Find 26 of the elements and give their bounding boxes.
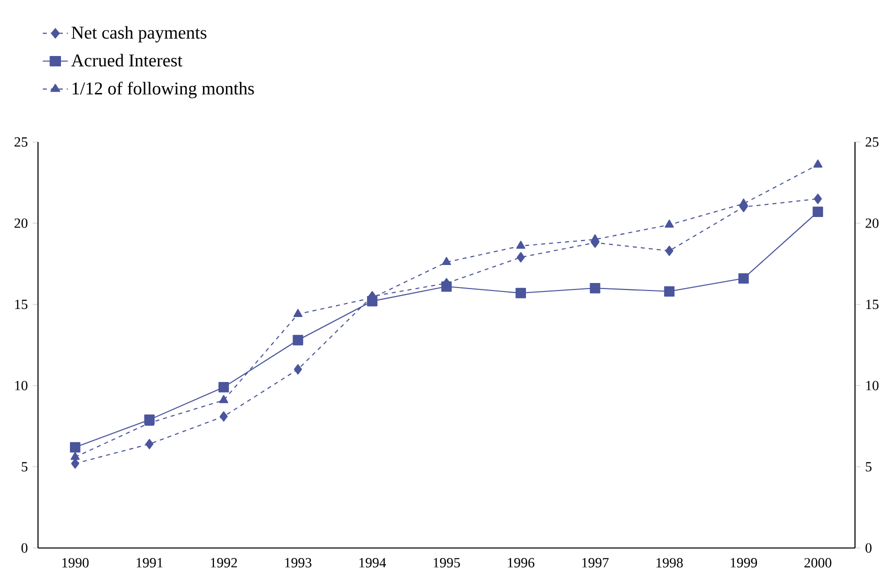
legend-label: Net cash payments	[72, 26, 206, 42]
y2-tick-label: 10	[866, 380, 879, 390]
x-tick-label: 2000	[804, 558, 832, 568]
x-tick-label: 1999	[730, 558, 758, 568]
y-tick-label: 0	[21, 543, 28, 553]
y2-tick-label: 5	[866, 462, 872, 472]
x-tick-label: 1992	[210, 558, 237, 568]
x-tick-label: 1990	[62, 558, 89, 568]
x-tick-label: 1996	[508, 558, 534, 568]
y-tick-label: 10	[15, 380, 28, 390]
y2-tick-label: 25	[866, 137, 878, 147]
x-tick-label: 1997	[582, 558, 609, 568]
x-tick-label: 1991	[136, 558, 163, 568]
y2-tick-label: 20	[866, 218, 879, 228]
y-tick-label: 5	[22, 462, 28, 472]
y-tick-label: 20	[14, 218, 28, 228]
x-tick-label: 1993	[285, 558, 312, 568]
y2-tick-label: 15	[866, 300, 878, 310]
x-tick-label: 1994	[359, 558, 386, 568]
legend-label: 1/12 of following months	[72, 82, 254, 98]
x-tick-label: 1998	[656, 558, 683, 568]
y2-tick-label: 0	[866, 543, 872, 553]
x-tick-label: 1995	[434, 558, 460, 568]
legend-label: Acrued Interest	[71, 54, 182, 67]
y-tick-label: 25	[14, 137, 28, 147]
y-tick-label: 15	[15, 300, 28, 310]
